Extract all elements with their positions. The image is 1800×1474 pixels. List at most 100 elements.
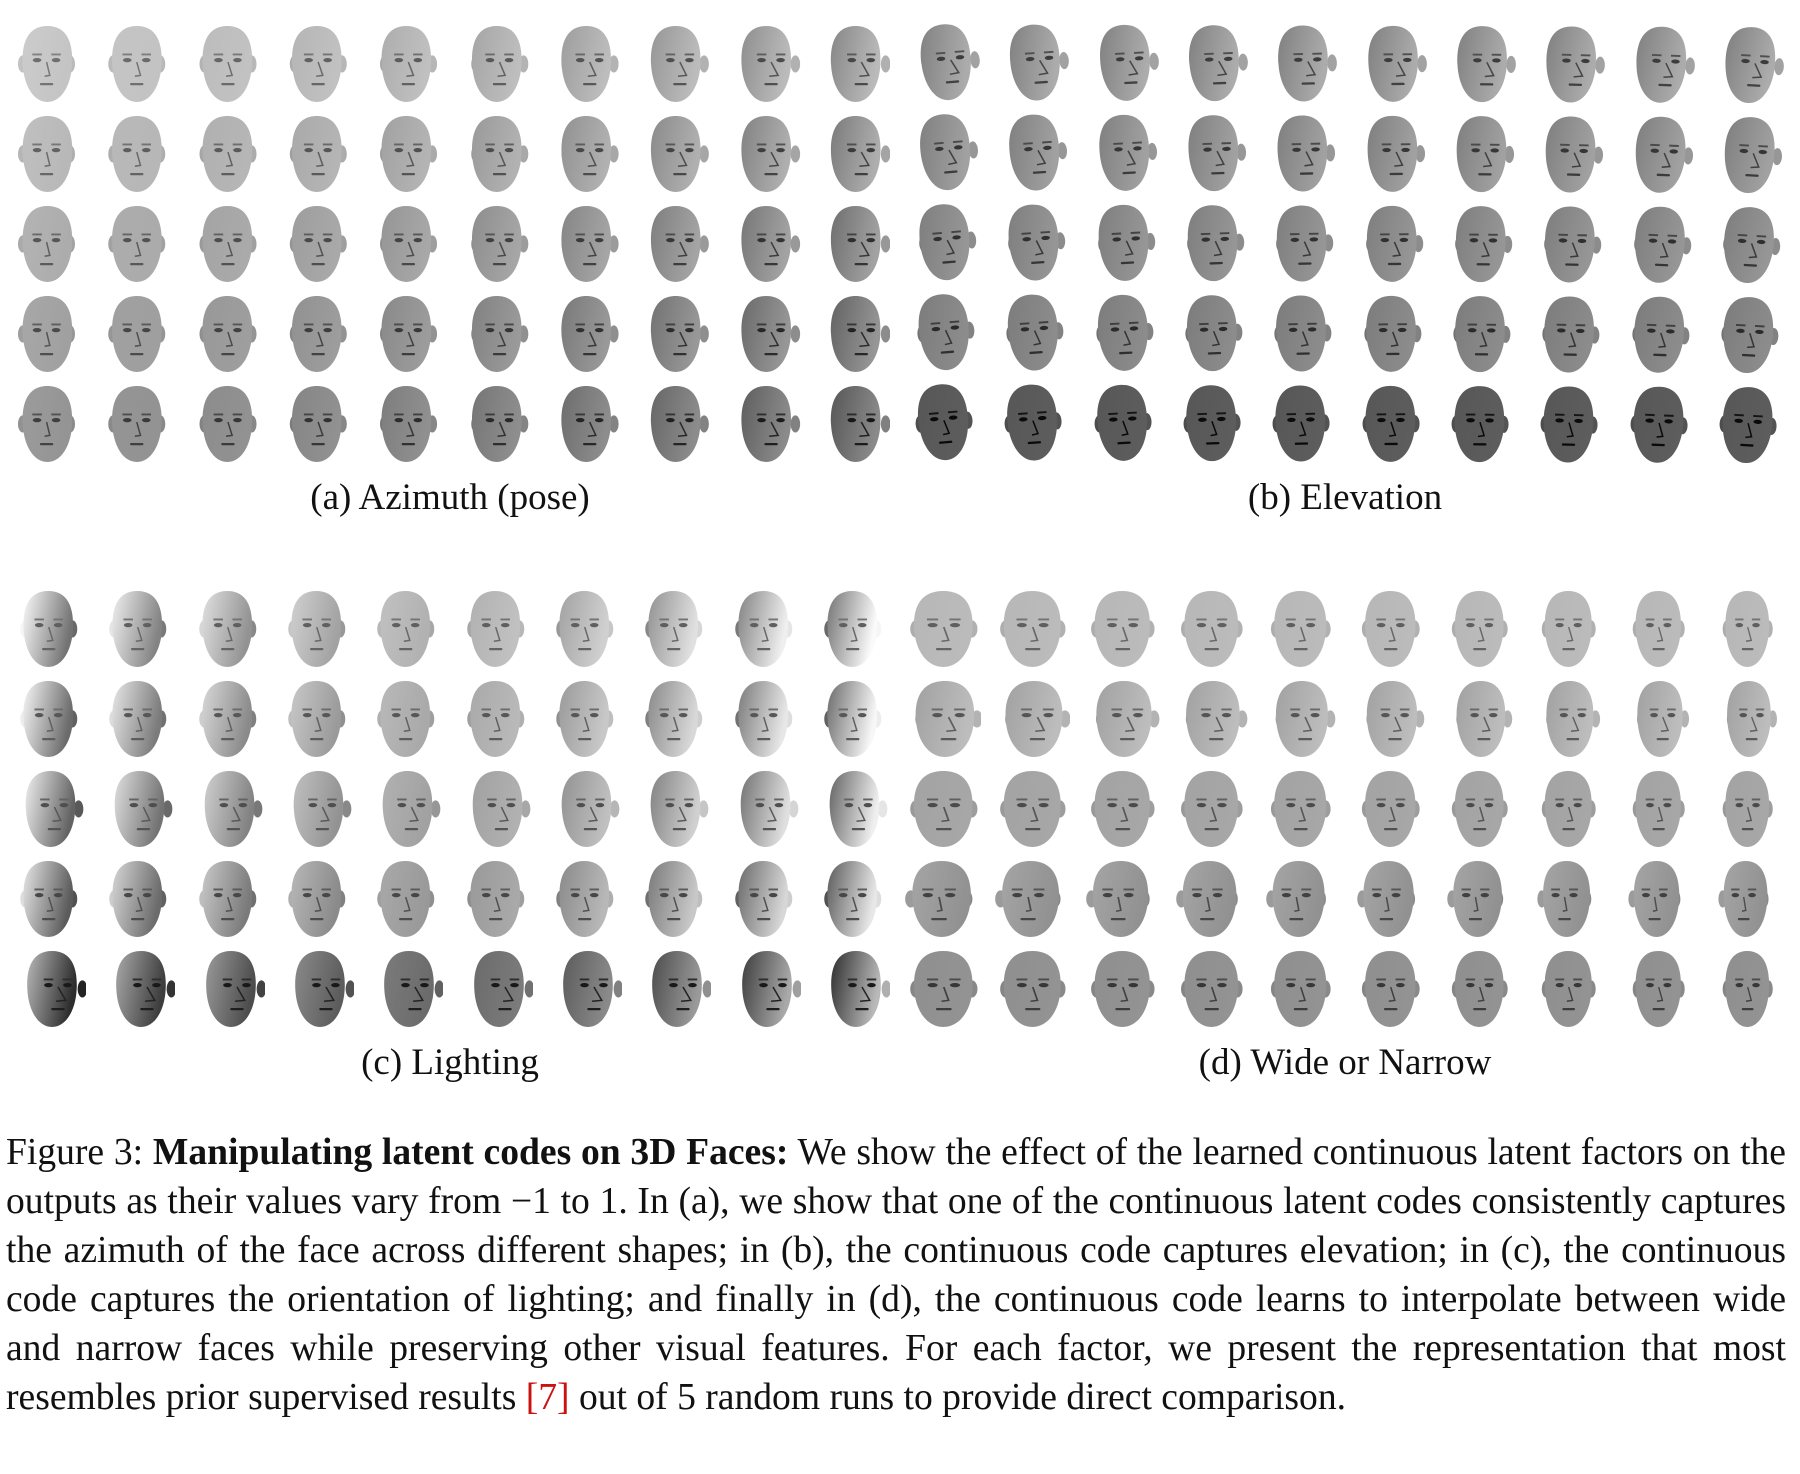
face-thumbnail <box>989 198 1075 288</box>
face-image <box>740 385 800 462</box>
face-thumbnail <box>630 288 716 378</box>
face-image <box>199 295 257 372</box>
face-thumbnail <box>900 853 986 943</box>
face-thumbnail <box>989 378 1075 468</box>
face-image <box>1455 206 1513 283</box>
face-thumbnail <box>362 763 448 853</box>
face-thumbnail <box>630 108 716 198</box>
face-thumbnail <box>1347 288 1433 378</box>
face-thumbnail <box>809 288 895 378</box>
face-thumbnail <box>94 198 180 288</box>
face-image <box>1361 770 1420 847</box>
face-thumbnail <box>1525 943 1611 1033</box>
face-image <box>1544 206 1602 283</box>
face-thumbnail <box>719 108 805 198</box>
face-image <box>1272 385 1330 462</box>
face-thumbnail <box>1614 943 1700 1033</box>
face-image <box>1010 24 1070 101</box>
face-thumbnail <box>362 853 448 943</box>
face-thumbnail <box>273 763 359 853</box>
face-thumbnail <box>1704 853 1790 943</box>
face-thumbnail <box>94 853 180 943</box>
face-image <box>1000 770 1066 847</box>
face-thumbnail <box>1704 943 1790 1033</box>
face-image <box>1541 590 1596 667</box>
face-image <box>108 25 166 102</box>
citation-link[interactable]: [7] <box>525 1377 570 1418</box>
face-image <box>380 115 438 192</box>
face-thumbnail <box>809 108 895 198</box>
face-image <box>1181 950 1243 1027</box>
panel-b: (b) Elevation <box>900 18 1790 518</box>
face-image <box>472 770 530 847</box>
face-image <box>1008 204 1066 281</box>
face-thumbnail <box>1704 673 1790 763</box>
face-image <box>384 950 444 1027</box>
face-thumbnail <box>1168 18 1254 108</box>
face-image <box>910 770 978 847</box>
face-thumbnail <box>541 18 627 108</box>
face-image <box>741 950 801 1027</box>
face-image <box>1185 680 1248 757</box>
face-thumbnail <box>630 673 716 763</box>
face-thumbnail <box>362 378 448 468</box>
face-image <box>910 950 978 1027</box>
face-thumbnail <box>1079 288 1165 378</box>
face-grid-lighting <box>5 583 895 1033</box>
face-grid-elevation <box>900 18 1790 468</box>
face-image <box>108 205 166 282</box>
face-image <box>1541 770 1596 847</box>
face-image <box>1266 860 1327 937</box>
panel-a: (a) Azimuth (pose) <box>5 18 895 518</box>
face-thumbnail <box>1704 108 1790 198</box>
face-image <box>734 860 792 937</box>
face-image <box>1271 590 1331 667</box>
face-thumbnail <box>5 763 91 853</box>
face-thumbnail <box>362 18 448 108</box>
face-thumbnail <box>1614 763 1700 853</box>
face-thumbnail <box>1257 198 1343 288</box>
face-image <box>1540 386 1598 463</box>
face-image <box>905 860 973 937</box>
face-image <box>1545 116 1604 193</box>
face-image <box>556 860 614 937</box>
face-thumbnail <box>1525 18 1611 108</box>
face-thumbnail <box>1347 198 1433 288</box>
face-image <box>470 115 528 192</box>
face-image <box>645 680 703 757</box>
face-thumbnail <box>1436 943 1522 1033</box>
face-image <box>1276 205 1334 282</box>
face-thumbnail <box>989 853 1075 943</box>
face-thumbnail <box>1614 18 1700 108</box>
face-image <box>1726 680 1777 757</box>
face-thumbnail <box>541 108 627 198</box>
face-image <box>1009 114 1068 191</box>
face-image <box>1274 295 1332 372</box>
face-thumbnail <box>809 943 895 1033</box>
face-thumbnail <box>452 198 538 288</box>
face-thumbnail <box>452 853 538 943</box>
face-image <box>1188 115 1247 192</box>
face-thumbnail <box>1168 583 1254 673</box>
face-thumbnail <box>1347 18 1433 108</box>
face-thumbnail <box>1525 583 1611 673</box>
face-image <box>288 590 346 667</box>
face-image <box>1546 26 1606 103</box>
face-image <box>734 680 792 757</box>
face-thumbnail <box>1347 673 1433 763</box>
face-thumbnail <box>94 18 180 108</box>
face-thumbnail <box>5 378 91 468</box>
caption-text-1: We show the effect of the learned contin… <box>6 1132 1786 1418</box>
face-thumbnail <box>1525 673 1611 763</box>
face-image <box>380 385 438 462</box>
face-thumbnail <box>94 763 180 853</box>
face-image <box>199 205 257 282</box>
face-thumbnail <box>362 108 448 198</box>
face-image <box>1451 386 1509 463</box>
face-thumbnail <box>809 853 895 943</box>
face-thumbnail <box>5 943 91 1033</box>
face-image <box>1000 590 1066 667</box>
face-thumbnail <box>452 943 538 1033</box>
face-image <box>377 680 435 757</box>
face-thumbnail <box>1436 198 1522 288</box>
